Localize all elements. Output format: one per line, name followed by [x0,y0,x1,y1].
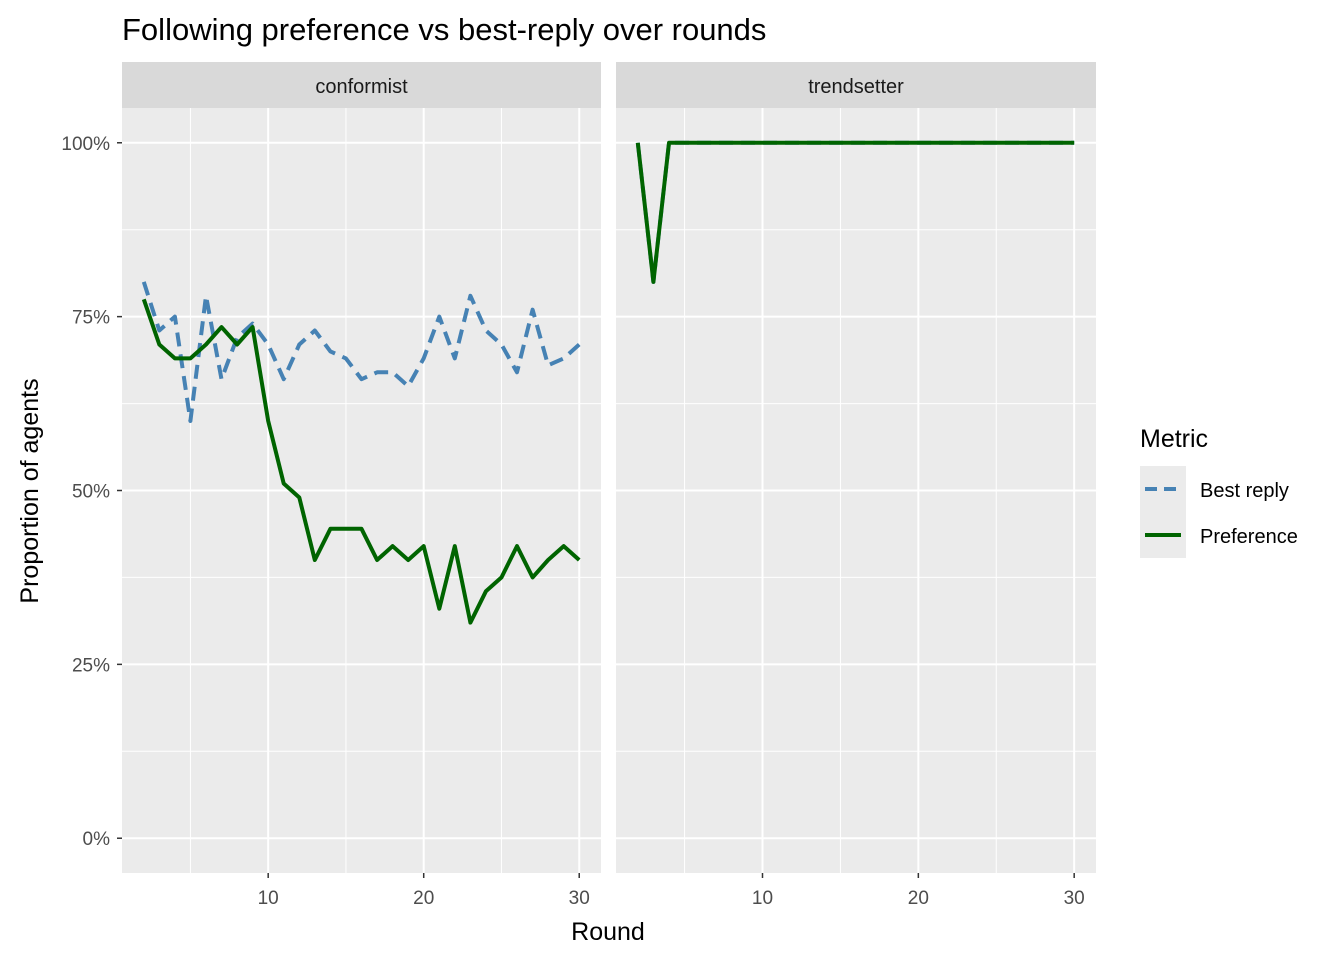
y-tick-label: 100% [61,134,110,155]
y-tick-label: 0% [83,829,111,850]
legend-label-best-reply: Best reply [1200,480,1289,502]
legend-title: Metric [1140,425,1208,453]
x-axis-title: Round [571,918,645,946]
y-tick-label: 25% [72,655,110,676]
y-axis-title: Proportion of agents [16,378,44,603]
series-line-preference [141,298,581,625]
panel-conformist: conformist 10 20 30 0% 25% 50% 75% 100% [61,62,601,909]
panel-trendsetter: trendsetter 10 20 30 [616,62,1096,909]
chart-title: Following preference vs best-reply over … [122,12,766,47]
facet-strip [616,62,1096,108]
x-tick-label: 20 [908,888,929,909]
facet-strip-label: conformist [315,76,408,98]
series-line-best-reply [141,281,581,423]
facet-strip-label: trendsetter [808,76,904,98]
legend: Metric Best reply Preference [1140,425,1298,558]
x-tick-label: 30 [1064,888,1085,909]
x-tick-label: 10 [752,888,773,909]
x-tick-label: 20 [413,888,434,909]
x-tick-label: 10 [258,888,279,909]
series-line-preference [635,140,1075,284]
panels-layer: conformist 10 20 30 0% 25% 50% 75% 100% trendsett… [61,62,1096,909]
y-tick-label: 75% [72,308,110,329]
y-tick-label: 50% [72,482,110,503]
facet-strip [122,62,601,108]
legend-label-preference: Preference [1200,526,1298,548]
x-tick-label: 30 [569,888,590,909]
